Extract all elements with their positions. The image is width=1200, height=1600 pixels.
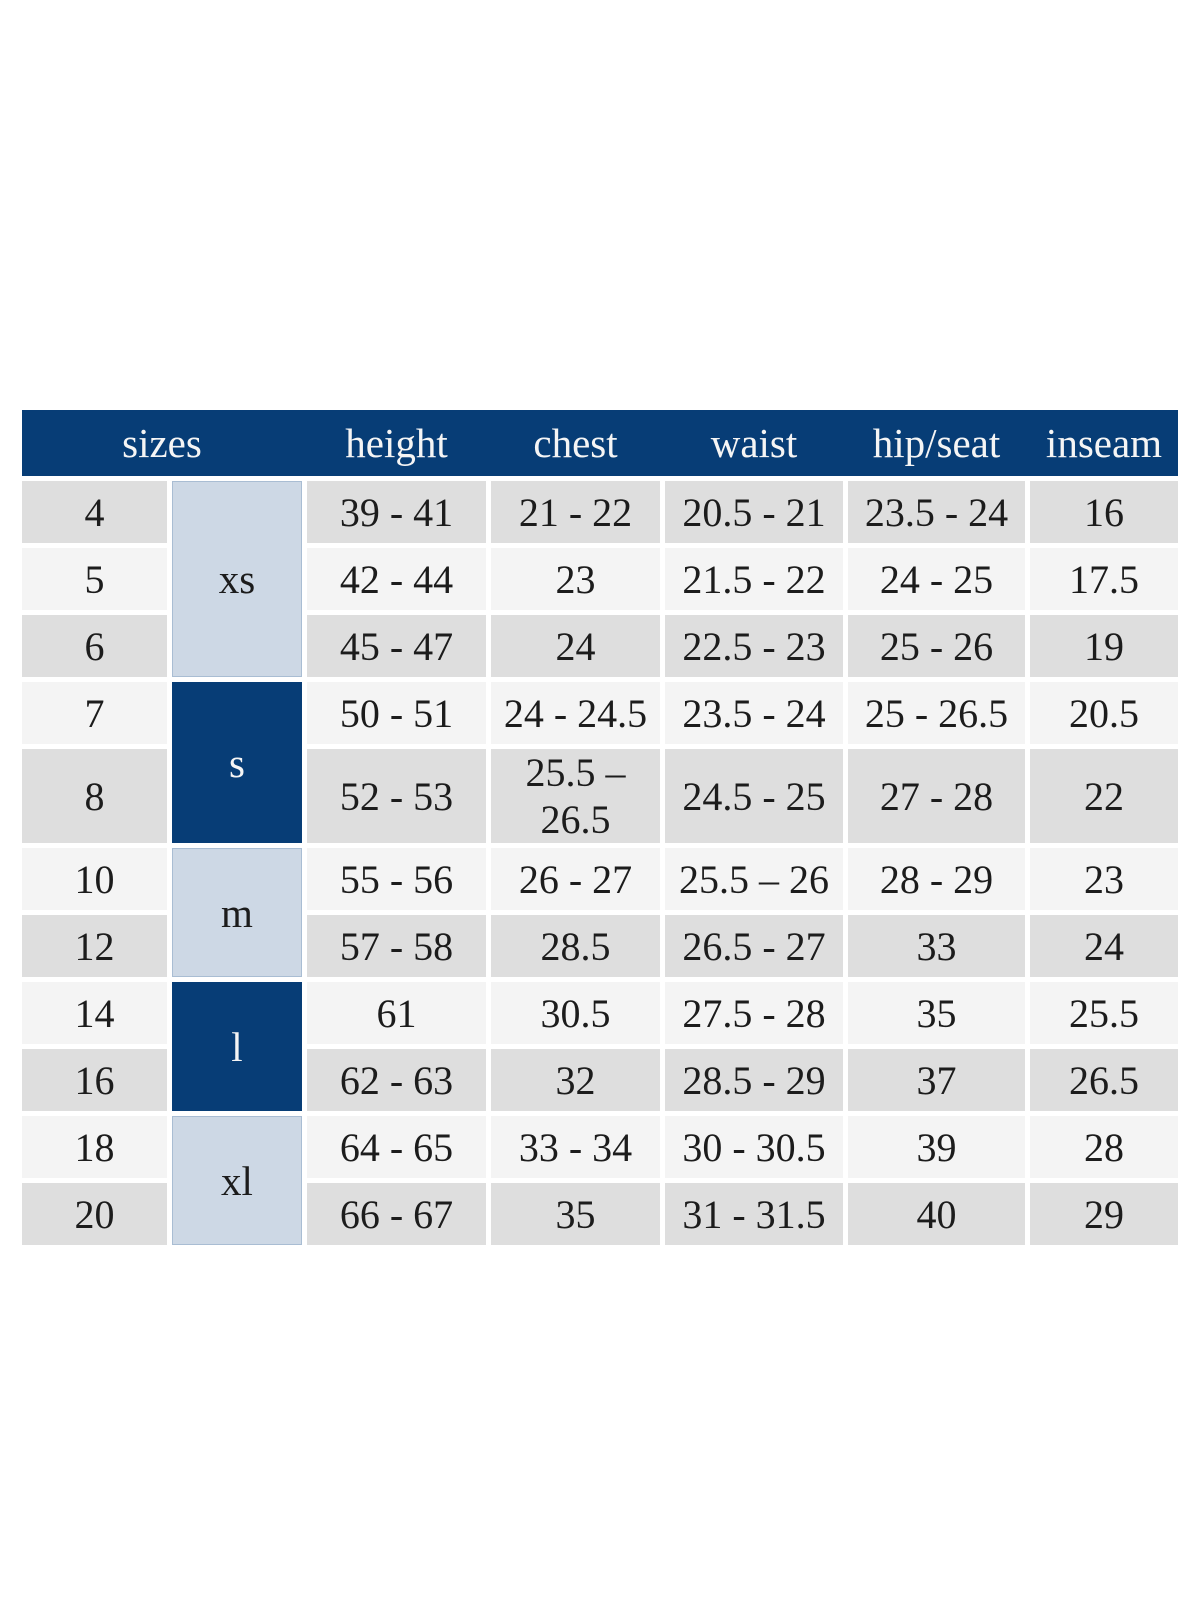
chest-cell: 24 - 24.5 bbox=[491, 682, 660, 744]
hip-seat-cell: 25 - 26.5 bbox=[848, 682, 1025, 744]
size-group-cell-xl: xl bbox=[172, 1116, 302, 1245]
hip-seat-cell: 23.5 - 24 bbox=[848, 481, 1025, 543]
size-chart: sizes height chest waist hip/seat inseam… bbox=[17, 405, 1183, 1250]
height-cell: 45 - 47 bbox=[307, 615, 486, 677]
size-cell: 12 bbox=[22, 915, 167, 977]
header-bar: sizes height chest waist hip/seat inseam bbox=[22, 410, 1178, 476]
height-cell: 64 - 65 bbox=[307, 1116, 486, 1178]
hip-seat-cell: 24 - 25 bbox=[848, 548, 1025, 610]
size-cell: 10 bbox=[22, 848, 167, 910]
chest-cell: 33 - 34 bbox=[491, 1116, 660, 1178]
height-cell: 55 - 56 bbox=[307, 848, 486, 910]
inseam-cell: 25.5 bbox=[1030, 982, 1178, 1044]
hip-seat-cell: 27 - 28 bbox=[848, 749, 1025, 843]
inseam-cell: 29 bbox=[1030, 1183, 1178, 1245]
table-row: 10 m 55 - 56 26 - 27 25.5 – 26 28 - 29 2… bbox=[22, 848, 1178, 977]
chest-cell: 32 bbox=[491, 1049, 660, 1111]
table-row: 20 66 - 67 35 31 - 31.5 40 29 bbox=[22, 1183, 1178, 1245]
inseam-cell: 24 bbox=[1030, 915, 1178, 977]
header-sizes: sizes bbox=[122, 420, 202, 466]
table-row: 16 62 - 63 32 28.5 - 29 37 26.5 bbox=[22, 1049, 1178, 1111]
header-grid: sizes height chest waist hip/seat inseam bbox=[22, 410, 1178, 476]
waist-cell: 31 - 31.5 bbox=[665, 1183, 843, 1245]
height-cell: 57 - 58 bbox=[307, 915, 486, 977]
table-row: 12 57 - 58 28.5 26.5 - 27 33 24 bbox=[22, 915, 1178, 977]
hip-seat-cell: 28 - 29 bbox=[848, 848, 1025, 910]
size-cell: 4 bbox=[22, 481, 167, 543]
waist-cell: 30 - 30.5 bbox=[665, 1116, 843, 1178]
size-group-cell-xs: xs bbox=[172, 481, 302, 677]
chest-cell: 25.5 – 26.5 bbox=[491, 749, 660, 843]
size-cell: 8 bbox=[22, 749, 167, 843]
hip-seat-cell: 35 bbox=[848, 982, 1025, 1044]
inseam-cell: 28 bbox=[1030, 1116, 1178, 1178]
table-row: 14 l 61 30.5 27.5 - 28 35 25.5 bbox=[22, 982, 1178, 1111]
height-cell: 52 - 53 bbox=[307, 749, 486, 843]
inseam-cell: 20.5 bbox=[1030, 682, 1178, 744]
inseam-cell: 16 bbox=[1030, 481, 1178, 543]
waist-cell: 21.5 - 22 bbox=[665, 548, 843, 610]
size-cell: 5 bbox=[22, 548, 167, 610]
height-cell: 61 bbox=[307, 982, 486, 1044]
size-group-cell-s: s bbox=[172, 682, 302, 843]
table-row: 18 xl 64 - 65 33 - 34 30 - 30.5 39 28 bbox=[22, 1116, 1178, 1245]
waist-cell: 27.5 - 28 bbox=[665, 982, 843, 1044]
table-row: 4 xs 39 - 41 21 - 22 20.5 - 21 23.5 - 24… bbox=[22, 481, 1178, 677]
waist-cell: 28.5 - 29 bbox=[665, 1049, 843, 1111]
chest-cell: 26 - 27 bbox=[491, 848, 660, 910]
chest-cell: 28.5 bbox=[491, 915, 660, 977]
hip-seat-cell: 25 - 26 bbox=[848, 615, 1025, 677]
chest-cell: 24 bbox=[491, 615, 660, 677]
header-height: height bbox=[345, 420, 448, 466]
header-chest: chest bbox=[533, 420, 618, 466]
chest-cell: 35 bbox=[491, 1183, 660, 1245]
chest-cell: 21 - 22 bbox=[491, 481, 660, 543]
size-group-cell-m: m bbox=[172, 848, 302, 977]
table-row: 5 42 - 44 23 21.5 - 22 24 - 25 17.5 bbox=[22, 548, 1178, 610]
waist-cell: 25.5 – 26 bbox=[665, 848, 843, 910]
size-cell: 20 bbox=[22, 1183, 167, 1245]
size-cell: 16 bbox=[22, 1049, 167, 1111]
height-cell: 39 - 41 bbox=[307, 481, 486, 543]
inseam-cell: 23 bbox=[1030, 848, 1178, 910]
chest-cell: 30.5 bbox=[491, 982, 660, 1044]
hip-seat-cell: 39 bbox=[848, 1116, 1025, 1178]
header-row: sizes height chest waist hip/seat inseam bbox=[22, 410, 1178, 476]
height-cell: 50 - 51 bbox=[307, 682, 486, 744]
header-waist: waist bbox=[710, 420, 798, 466]
header-hip-seat: hip/seat bbox=[872, 420, 1001, 466]
size-cell: 6 bbox=[22, 615, 167, 677]
size-cell: 7 bbox=[22, 682, 167, 744]
waist-cell: 20.5 - 21 bbox=[665, 481, 843, 543]
inseam-cell: 26.5 bbox=[1030, 1049, 1178, 1111]
header-inseam: inseam bbox=[1045, 420, 1163, 466]
waist-cell: 24.5 - 25 bbox=[665, 749, 843, 843]
height-cell: 62 - 63 bbox=[307, 1049, 486, 1111]
height-cell: 66 - 67 bbox=[307, 1183, 486, 1245]
height-cell: 42 - 44 bbox=[307, 548, 486, 610]
waist-cell: 23.5 - 24 bbox=[665, 682, 843, 744]
size-group-cell-l: l bbox=[172, 982, 302, 1111]
hip-seat-cell: 40 bbox=[848, 1183, 1025, 1245]
table-row: 6 45 - 47 24 22.5 - 23 25 - 26 19 bbox=[22, 615, 1178, 677]
inseam-cell: 17.5 bbox=[1030, 548, 1178, 610]
size-cell: 14 bbox=[22, 982, 167, 1044]
hip-seat-cell: 33 bbox=[848, 915, 1025, 977]
size-cell: 18 bbox=[22, 1116, 167, 1178]
hip-seat-cell: 37 bbox=[848, 1049, 1025, 1111]
inseam-cell: 19 bbox=[1030, 615, 1178, 677]
chest-cell: 23 bbox=[491, 548, 660, 610]
waist-cell: 22.5 - 23 bbox=[665, 615, 843, 677]
table-row: 8 52 - 53 25.5 – 26.5 24.5 - 25 27 - 28 … bbox=[22, 749, 1178, 843]
size-chart-table: sizes height chest waist hip/seat inseam… bbox=[17, 405, 1183, 1250]
table-row: 7 s 50 - 51 24 - 24.5 23.5 - 24 25 - 26.… bbox=[22, 682, 1178, 843]
waist-cell: 26.5 - 27 bbox=[665, 915, 843, 977]
inseam-cell: 22 bbox=[1030, 749, 1178, 843]
